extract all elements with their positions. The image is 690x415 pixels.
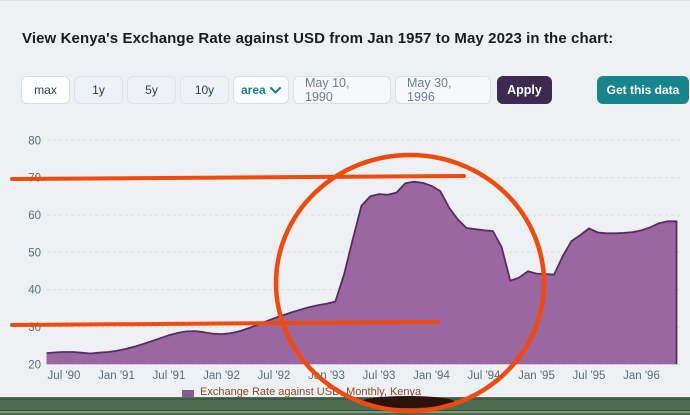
get-this-data-button[interactable]: Get this data bbox=[597, 76, 689, 104]
apply-button[interactable]: Apply bbox=[497, 76, 552, 104]
svg-text:50: 50 bbox=[28, 247, 41, 259]
x-axis-labels: Jul '90 Jan '91 Jul '91 Jan '92 Jul '92 Jan '… bbox=[48, 370, 660, 382]
area-series bbox=[47, 182, 677, 365]
svg-text:Jul '94: Jul '94 bbox=[468, 370, 501, 382]
chart-gridlines bbox=[47, 140, 682, 364]
range-button-max[interactable]: max bbox=[21, 76, 70, 104]
chevron-down-icon bbox=[270, 87, 281, 94]
page-title: View Kenya's Exchange Rate against USD f… bbox=[22, 30, 613, 47]
svg-text:Jul '95: Jul '95 bbox=[573, 370, 606, 382]
start-date-input[interactable]: May 10, 1990 bbox=[293, 76, 391, 104]
svg-text:Jan '93: Jan '93 bbox=[308, 370, 345, 382]
svg-text:40: 40 bbox=[28, 285, 41, 297]
range-button-5y[interactable]: 5y bbox=[127, 76, 176, 104]
range-button-10y[interactable]: 10y bbox=[180, 76, 229, 104]
svg-text:Jul '91: Jul '91 bbox=[153, 370, 186, 382]
y-axis-labels: 20 30 40 50 60 70 80 bbox=[28, 135, 41, 371]
bottom-band bbox=[0, 397, 690, 415]
range-button-1y[interactable]: 1y bbox=[74, 76, 123, 104]
svg-text:Jan '95: Jan '95 bbox=[518, 370, 555, 382]
svg-text:Jan '94: Jan '94 bbox=[413, 370, 450, 382]
annotation-marks bbox=[12, 155, 544, 411]
chart-type-value: area bbox=[241, 83, 266, 97]
exchange-rate-area-chart: 20 30 40 50 60 70 80 Jul '90 Jan '91 Jul '91 Jan … bbox=[0, 1, 690, 415]
svg-text:60: 60 bbox=[28, 210, 41, 222]
svg-text:20: 20 bbox=[28, 359, 41, 371]
end-date-input[interactable]: May 30, 1996 bbox=[395, 76, 491, 104]
svg-text:Jul '92: Jul '92 bbox=[258, 370, 291, 382]
page-background: View Kenya's Exchange Rate against USD f… bbox=[0, 0, 690, 415]
svg-text:80: 80 bbox=[28, 135, 41, 147]
svg-text:Jul '90: Jul '90 bbox=[48, 370, 81, 382]
range-button-group: max1y5y10y bbox=[21, 76, 229, 104]
svg-text:Jan '91: Jan '91 bbox=[98, 370, 135, 382]
svg-text:30: 30 bbox=[28, 322, 41, 334]
svg-text:70: 70 bbox=[28, 173, 41, 185]
svg-text:Jan '96: Jan '96 bbox=[623, 370, 660, 382]
chart-type-select[interactable]: area bbox=[233, 76, 289, 104]
annotation-overlay bbox=[0, 1, 690, 415]
svg-text:Jan '92: Jan '92 bbox=[203, 370, 240, 382]
toolbar: max1y5y10y area May 10, 1990 May 30, 199… bbox=[0, 76, 690, 104]
svg-text:Jul '93: Jul '93 bbox=[363, 370, 396, 382]
